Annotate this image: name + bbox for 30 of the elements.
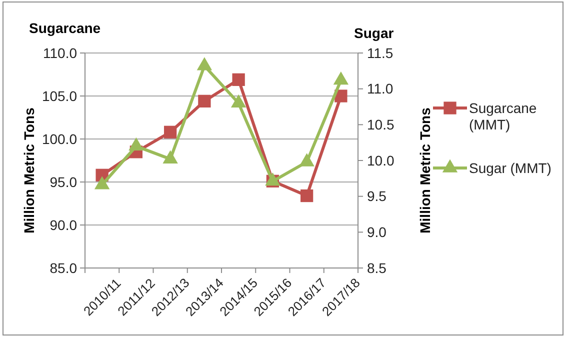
point — [164, 126, 177, 138]
legend-label: Sugar (MMT) — [469, 160, 552, 176]
point — [300, 189, 314, 202]
point — [230, 94, 246, 108]
y-tick-label: 90.0 — [50, 216, 78, 233]
text: Sugarcane — [29, 20, 101, 36]
point — [128, 137, 144, 151]
y2-tick-label: 8.5 — [367, 260, 387, 276]
y2-tick-label: 11.5 — [367, 44, 394, 61]
legend-label: Sugarcane (MMT) — [469, 100, 537, 133]
y-tick-label: 85.0 — [50, 260, 78, 276]
y2-tick-label: 9.0 — [367, 224, 387, 240]
y2-tick-label: 10.5 — [367, 116, 394, 133]
y2-tick-label: 10.0 — [367, 152, 394, 168]
y-tick-label: 110.0 — [43, 44, 78, 61]
point — [196, 57, 212, 70]
y2-tick-label: 9.5 — [367, 188, 387, 204]
point — [162, 150, 178, 164]
y-tick-label: 105.0 — [42, 88, 78, 104]
y2-tick-label: 11.0 — [367, 80, 394, 97]
y-tick-label: 95.0 — [50, 174, 78, 190]
text: Sugar — [354, 25, 394, 41]
point — [299, 153, 314, 166]
point — [232, 73, 245, 86]
y-axis-title: Million Metric Tons — [21, 107, 37, 234]
y-tick-label: 100.0 — [42, 130, 78, 147]
point — [333, 71, 349, 85]
point — [94, 176, 110, 190]
y2-axis-title: Million Metric Tons — [417, 107, 433, 234]
point — [198, 94, 211, 108]
